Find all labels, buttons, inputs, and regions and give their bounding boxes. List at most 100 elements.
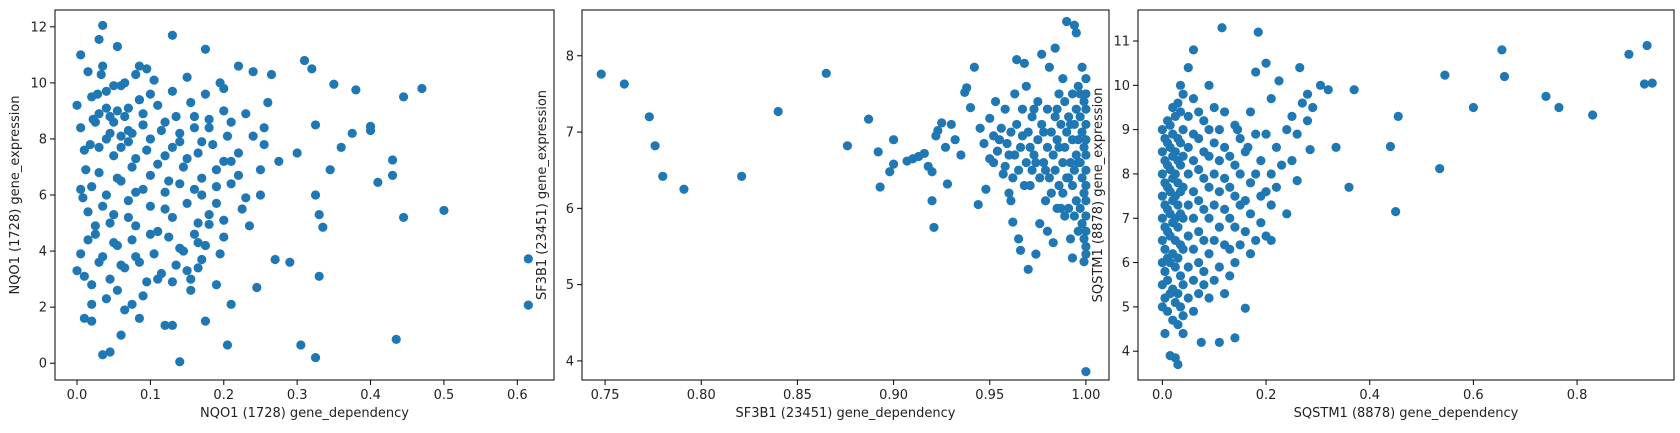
data-point bbox=[975, 123, 985, 133]
data-point bbox=[1160, 244, 1170, 254]
x-tick-label: 0.0 bbox=[1152, 388, 1173, 403]
data-point bbox=[156, 125, 166, 136]
data-point bbox=[1165, 120, 1175, 130]
data-point bbox=[1261, 129, 1271, 139]
data-point bbox=[112, 285, 122, 295]
data-point bbox=[1230, 191, 1240, 201]
y-tick-label: 2 bbox=[39, 301, 47, 316]
y-tick-label: 4 bbox=[39, 245, 47, 260]
data-point bbox=[200, 44, 211, 54]
data-point bbox=[1065, 234, 1076, 244]
data-point bbox=[72, 266, 82, 276]
data-point bbox=[1012, 119, 1022, 130]
data-point bbox=[1541, 91, 1551, 102]
data-point bbox=[1204, 293, 1214, 303]
data-point bbox=[266, 69, 277, 80]
y-tick-label: 6 bbox=[39, 189, 47, 204]
data-point bbox=[1194, 107, 1204, 117]
data-point bbox=[153, 226, 163, 237]
data-point bbox=[307, 64, 317, 74]
data-point bbox=[156, 268, 166, 279]
data-point bbox=[1256, 156, 1266, 166]
data-point bbox=[131, 221, 141, 231]
data-point bbox=[1230, 120, 1240, 130]
data-point bbox=[387, 170, 398, 180]
data-point bbox=[1079, 257, 1089, 267]
data-point bbox=[1069, 211, 1079, 221]
data-point bbox=[1056, 119, 1066, 130]
data-point bbox=[1027, 112, 1037, 122]
data-point bbox=[204, 123, 214, 133]
data-point bbox=[1204, 213, 1214, 223]
data-point bbox=[1027, 165, 1037, 175]
data-point bbox=[1175, 271, 1186, 281]
data-point bbox=[1287, 111, 1297, 121]
data-point bbox=[167, 212, 178, 223]
data-point bbox=[998, 169, 1008, 179]
data-point bbox=[1081, 249, 1091, 259]
data-point bbox=[120, 263, 130, 273]
data-point bbox=[439, 205, 449, 216]
data-point bbox=[956, 150, 966, 160]
data-point bbox=[1157, 169, 1167, 179]
data-point bbox=[1081, 180, 1091, 191]
data-point bbox=[1188, 45, 1199, 55]
data-point bbox=[1071, 104, 1081, 114]
data-point bbox=[72, 100, 82, 110]
data-point bbox=[1194, 226, 1204, 237]
data-point bbox=[101, 134, 111, 144]
data-point bbox=[76, 50, 86, 60]
data-point bbox=[87, 316, 97, 326]
data-point bbox=[1017, 104, 1028, 114]
data-point bbox=[773, 106, 783, 117]
data-point bbox=[1023, 264, 1033, 274]
data-point bbox=[127, 235, 137, 245]
data-point bbox=[153, 100, 163, 110]
x-tick-label: 0.80 bbox=[687, 388, 716, 403]
data-point bbox=[1188, 94, 1199, 104]
data-point bbox=[109, 151, 119, 161]
data-point bbox=[1276, 160, 1287, 170]
data-point bbox=[1183, 262, 1193, 272]
data-point bbox=[1081, 367, 1091, 377]
data-point bbox=[200, 316, 211, 326]
scatter-points bbox=[72, 20, 533, 367]
data-point bbox=[1344, 182, 1354, 192]
data-point bbox=[329, 79, 339, 89]
data-point bbox=[1199, 280, 1209, 290]
data-point bbox=[1261, 187, 1271, 197]
data-point bbox=[1010, 150, 1020, 160]
data-point bbox=[274, 156, 284, 166]
data-point bbox=[197, 190, 207, 200]
data-point bbox=[1219, 288, 1230, 299]
y-tick-label: 5 bbox=[566, 278, 574, 293]
data-point bbox=[1183, 293, 1193, 303]
data-point bbox=[1271, 182, 1282, 192]
data-point bbox=[1019, 180, 1029, 191]
data-point bbox=[1188, 306, 1199, 316]
data-point bbox=[1050, 43, 1060, 53]
data-point bbox=[1175, 302, 1186, 312]
data-point bbox=[1295, 63, 1305, 73]
data-point bbox=[1162, 306, 1173, 316]
data-point bbox=[1033, 135, 1043, 145]
data-point bbox=[101, 103, 111, 113]
data-point bbox=[1214, 262, 1224, 272]
data-point bbox=[1468, 102, 1478, 113]
data-point bbox=[94, 109, 104, 119]
data-point bbox=[105, 218, 115, 228]
data-point bbox=[1064, 203, 1074, 213]
data-point bbox=[160, 151, 170, 161]
data-point bbox=[94, 142, 104, 152]
data-point bbox=[1060, 142, 1070, 152]
data-point bbox=[160, 187, 170, 197]
data-point bbox=[946, 119, 956, 130]
data-point bbox=[1391, 207, 1401, 217]
data-point bbox=[1214, 337, 1224, 347]
y-tick-label: 11 bbox=[1113, 35, 1130, 50]
data-point bbox=[1165, 351, 1175, 361]
data-point bbox=[244, 221, 255, 231]
data-point bbox=[398, 212, 409, 223]
data-point bbox=[1204, 80, 1214, 90]
data-point bbox=[985, 113, 995, 123]
